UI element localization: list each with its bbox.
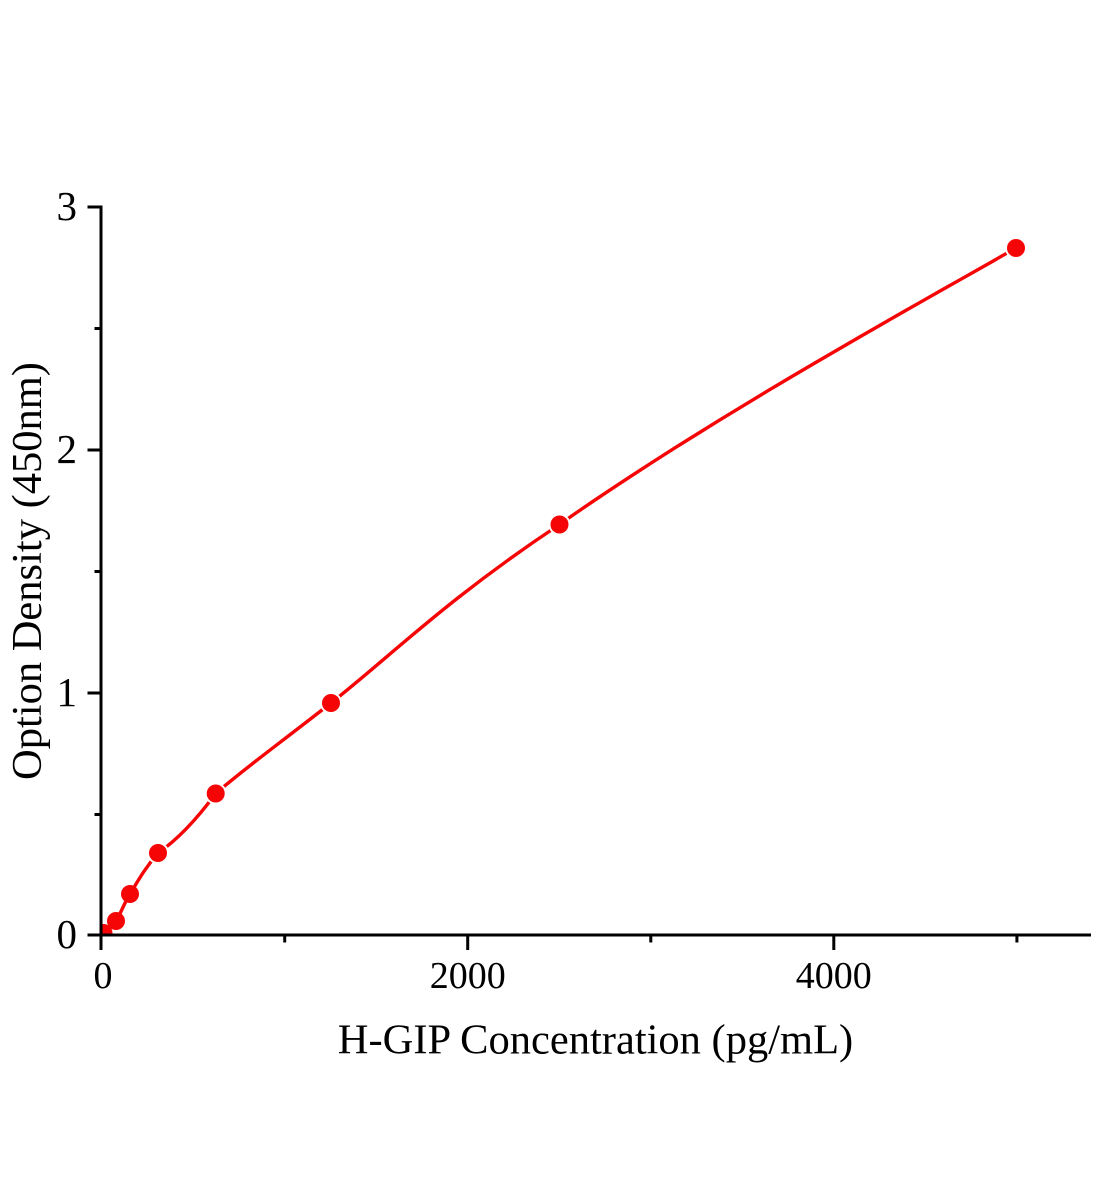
svg-text:2: 2	[57, 426, 78, 472]
svg-text:Option Density (450nm): Option Density (450nm)	[4, 362, 51, 780]
svg-text:4000: 4000	[796, 955, 872, 997]
svg-text:3: 3	[57, 183, 78, 229]
svg-text:0: 0	[94, 955, 113, 997]
svg-text:1: 1	[57, 669, 78, 715]
svg-text:H-GIP Concentration (pg/mL): H-GIP Concentration (pg/mL)	[338, 1017, 853, 1064]
svg-text:0: 0	[57, 911, 78, 957]
svg-text:2000: 2000	[430, 955, 506, 997]
